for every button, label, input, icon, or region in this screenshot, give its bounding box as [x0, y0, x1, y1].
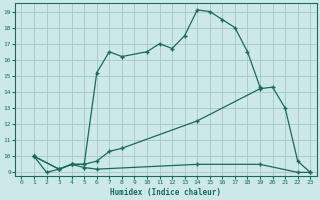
X-axis label: Humidex (Indice chaleur): Humidex (Indice chaleur) — [110, 188, 221, 197]
